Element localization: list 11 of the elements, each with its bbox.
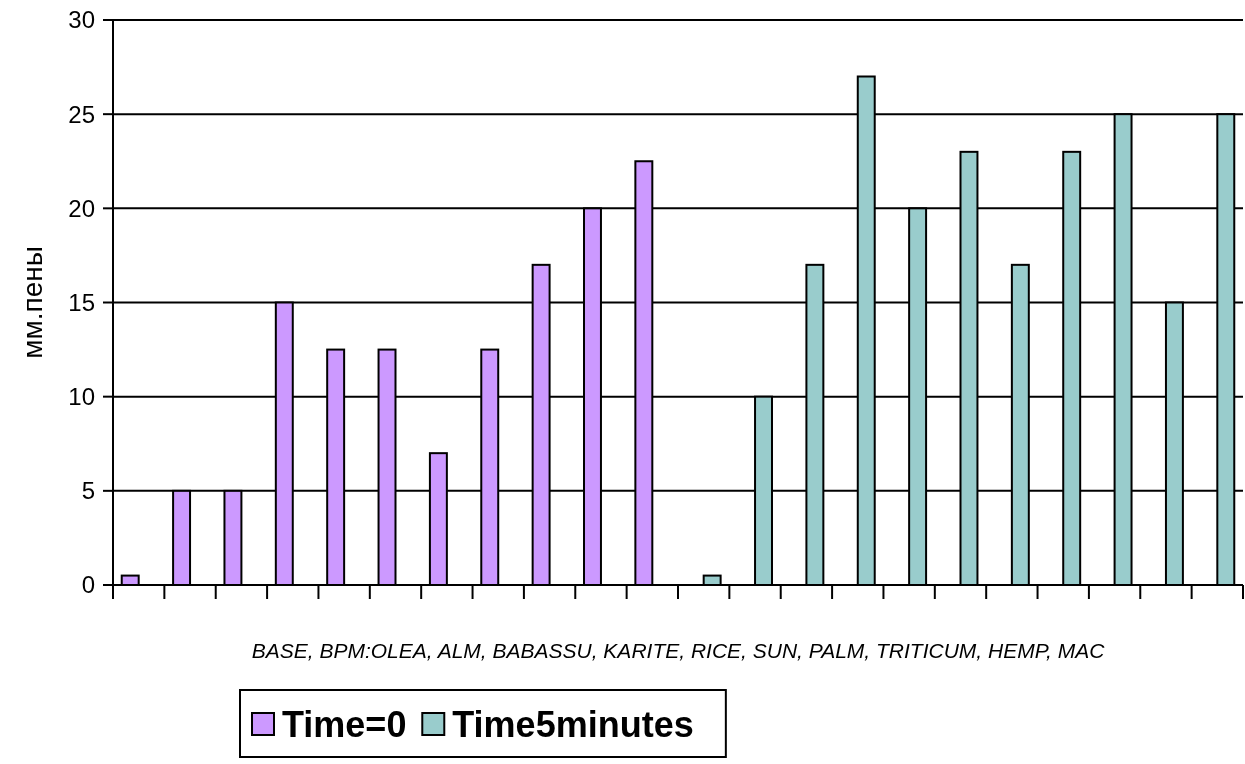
y-tick-label: 25 [68,100,95,128]
y-tick-label: 15 [68,288,95,316]
y-tick-label: 0 [81,571,95,599]
y-tick-label: 5 [81,477,95,505]
y-tick-label: 30 [68,6,95,34]
x-axis-title: BASE, BPM:OLEA, ALM, BABASSU, KARITE, RICE, SUN, PALM, TRITICUM, HEMP, MAC [251,639,1106,662]
legend-label: Time5minutes [452,703,694,745]
y-tick-label: 20 [68,194,95,222]
y-axis-title: мм.пены [17,246,48,359]
legend-label: Time=0 [282,703,407,745]
y-tick-label: 10 [68,383,95,411]
